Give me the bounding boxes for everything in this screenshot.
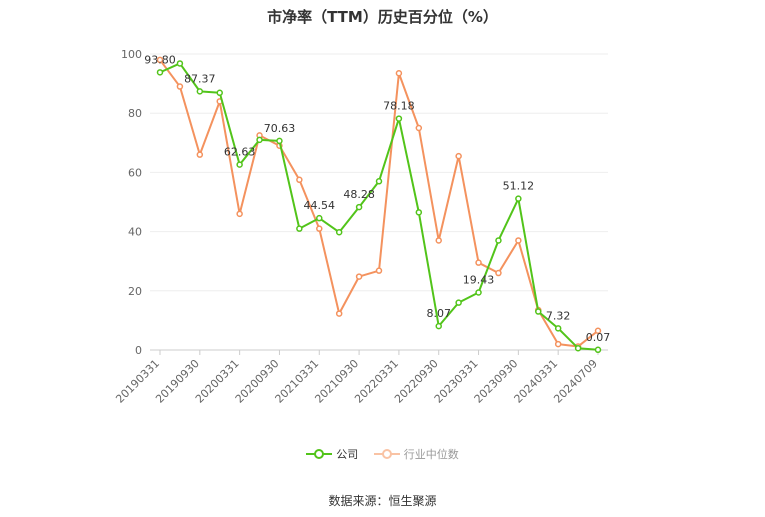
data-label: 7.32 (546, 309, 571, 322)
chart-title: 市净率（TTM）历史百分位（%） (267, 8, 498, 26)
legend-item-industry-median[interactable]: 行业中位数 (373, 446, 459, 462)
company-data-point[interactable] (435, 322, 442, 330)
legend: 公司 行业中位数 (0, 446, 765, 463)
y-tick-label: 60 (128, 166, 142, 179)
company-series-line (159, 62, 599, 351)
legend-item-company[interactable]: 公司 (306, 446, 358, 462)
series-lines (156, 56, 602, 354)
industry-data-point[interactable] (316, 225, 323, 232)
company-data-point[interactable] (594, 346, 602, 354)
grid-lines (150, 53, 608, 351)
company-data-point[interactable] (395, 115, 403, 122)
industry-data-point[interactable] (355, 273, 363, 280)
axes: 0204060801002019033120190930202003312020… (113, 48, 600, 406)
company-data-point[interactable] (574, 344, 582, 352)
data-label: 70.63 (264, 122, 296, 135)
company-data-point[interactable] (515, 195, 522, 202)
company-data-point[interactable] (276, 137, 283, 145)
data-label: 78.18 (383, 100, 415, 113)
legend-industry-marker-icon (373, 449, 400, 459)
industry-data-point[interactable] (375, 267, 383, 274)
company-data-point[interactable] (196, 88, 204, 95)
industry-data-point[interactable] (236, 210, 243, 218)
y-tick-label: 100 (121, 48, 142, 61)
source-note: 数据来源：恒生聚源 (328, 494, 437, 508)
company-data-point[interactable] (475, 289, 482, 296)
data-label: 48.28 (343, 188, 375, 201)
industry-data-point[interactable] (515, 237, 522, 244)
company-data-point[interactable] (554, 325, 562, 332)
legend-company-marker-icon (306, 449, 333, 459)
data-label: 93.80 (144, 53, 176, 66)
industry-series-line (159, 59, 599, 348)
company-data-point[interactable] (236, 161, 243, 168)
company-data-point[interactable] (355, 203, 363, 211)
y-tick-label: 80 (128, 107, 142, 120)
y-tick-label: 0 (135, 344, 142, 357)
company-data-point[interactable] (216, 89, 223, 97)
data-label: 8.07 (426, 307, 451, 320)
data-labels: 93.80 87.37 62.63 70.63 44.54 48.28 78.18 8.07 1… (144, 53, 610, 343)
company-data-point[interactable] (316, 214, 323, 222)
legend-label-industry-median: 行业中位数 (403, 448, 459, 461)
company-data-point[interactable] (535, 308, 542, 315)
industry-data-point[interactable] (196, 151, 204, 158)
industry-data-point[interactable] (415, 124, 423, 132)
data-label: 19.43 (463, 273, 495, 286)
company-data-point[interactable] (256, 136, 263, 144)
industry-data-point[interactable] (475, 259, 482, 266)
data-label: 62.63 (224, 146, 256, 159)
industry-data-point[interactable] (495, 269, 502, 277)
x-tick-label: 20240709 (551, 357, 600, 406)
industry-data-point[interactable] (296, 176, 303, 184)
data-label: 0.07 (586, 331, 611, 344)
company-data-point[interactable] (455, 299, 462, 306)
industry-data-point[interactable] (455, 152, 462, 160)
company-data-point[interactable] (156, 69, 164, 76)
company-data-point[interactable] (375, 178, 383, 185)
industry-data-point[interactable] (435, 237, 442, 244)
company-data-point[interactable] (176, 60, 184, 67)
line-chart: 0204060801002019033120190930202003312020… (113, 48, 610, 406)
company-data-point[interactable] (335, 228, 343, 236)
legend-label-company: 公司 (336, 448, 359, 461)
y-tick-label: 40 (128, 226, 142, 239)
industry-data-point[interactable] (176, 83, 184, 90)
data-label: 51.12 (503, 180, 535, 193)
company-data-point[interactable] (415, 209, 423, 216)
industry-data-point[interactable] (156, 56, 164, 64)
industry-data-point[interactable] (335, 310, 343, 317)
data-label: 44.54 (304, 199, 336, 212)
industry-data-point[interactable] (554, 340, 562, 348)
industry-data-point[interactable] (594, 327, 602, 335)
company-data-point[interactable] (296, 225, 303, 232)
industry-data-point[interactable] (395, 69, 403, 77)
company-data-point[interactable] (495, 237, 502, 244)
y-tick-label: 20 (128, 285, 142, 298)
data-label: 87.37 (184, 72, 216, 85)
